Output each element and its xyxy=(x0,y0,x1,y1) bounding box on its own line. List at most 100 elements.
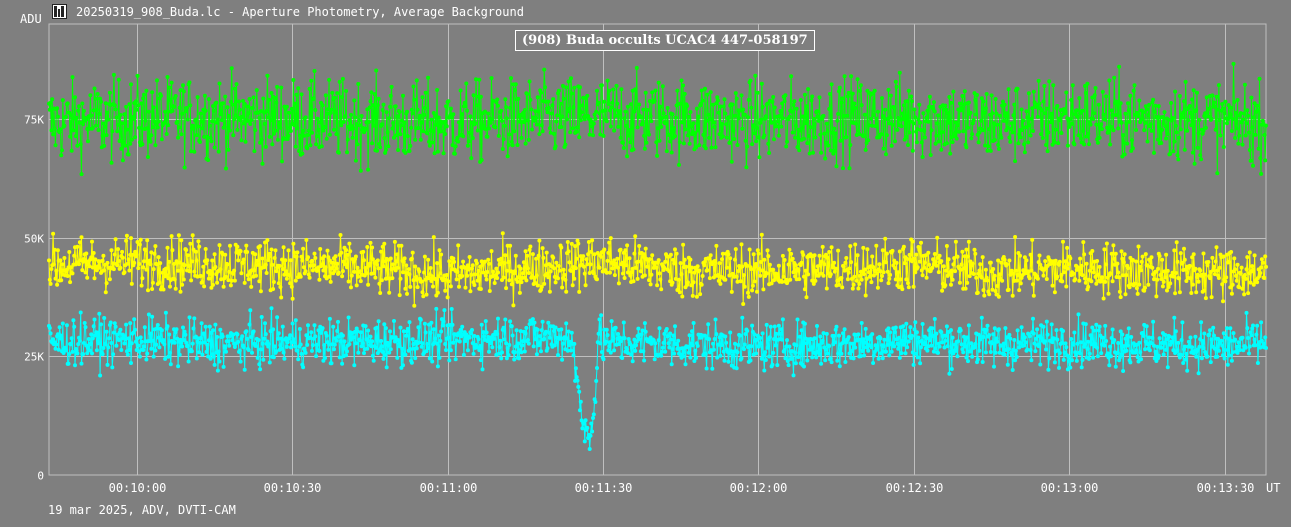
data-point xyxy=(381,356,386,361)
data-point xyxy=(827,250,832,254)
data-point xyxy=(573,366,578,371)
data-point xyxy=(163,310,168,315)
data-point xyxy=(1076,133,1081,138)
data-point xyxy=(245,336,250,341)
data-point xyxy=(211,282,215,287)
data-point xyxy=(276,281,281,286)
data-point xyxy=(767,151,772,155)
data-point xyxy=(604,119,609,124)
data-point xyxy=(968,349,973,354)
data-point xyxy=(310,348,314,353)
data-point xyxy=(366,339,371,344)
data-point xyxy=(84,117,89,122)
data-point xyxy=(492,281,497,285)
data-point xyxy=(827,344,832,348)
data-point xyxy=(1215,268,1220,273)
data-point xyxy=(1227,353,1232,358)
data-point xyxy=(505,346,510,351)
data-point xyxy=(871,361,876,365)
data-point xyxy=(803,268,808,273)
data-point xyxy=(1249,95,1254,100)
data-point xyxy=(460,324,465,329)
data-point xyxy=(957,129,962,134)
data-point xyxy=(919,128,923,133)
data-point xyxy=(1235,98,1240,102)
data-point xyxy=(419,344,424,349)
data-point xyxy=(773,343,778,348)
data-point xyxy=(1005,262,1009,267)
data-point xyxy=(915,127,920,132)
data-point xyxy=(906,285,911,290)
data-point xyxy=(345,252,350,257)
data-point xyxy=(487,289,492,293)
data-point xyxy=(682,91,687,96)
data-point xyxy=(258,347,263,352)
data-point xyxy=(273,248,278,253)
data-point xyxy=(500,231,505,236)
data-point xyxy=(705,268,710,273)
data-point xyxy=(908,119,913,124)
data-point xyxy=(798,334,802,339)
data-point xyxy=(370,245,375,250)
data-point xyxy=(693,348,698,353)
data-point xyxy=(76,342,81,347)
data-point xyxy=(83,325,88,330)
data-point xyxy=(945,344,950,349)
data-point xyxy=(721,349,726,354)
data-point xyxy=(465,108,470,113)
data-point xyxy=(467,255,472,259)
y-tick-label: 75K xyxy=(24,114,44,127)
data-point xyxy=(215,117,220,122)
data-point xyxy=(1218,133,1223,138)
data-point xyxy=(115,263,120,268)
data-point xyxy=(1070,83,1075,88)
data-point xyxy=(1259,265,1264,270)
data-point xyxy=(1082,142,1087,147)
data-point xyxy=(249,335,254,339)
data-point xyxy=(973,342,978,346)
data-point xyxy=(232,268,237,273)
app-icon[interactable] xyxy=(52,4,67,19)
data-point xyxy=(551,97,556,102)
data-point xyxy=(441,319,446,324)
data-point xyxy=(75,351,80,356)
data-point xyxy=(381,264,386,269)
data-point xyxy=(513,269,517,274)
data-point xyxy=(1229,338,1234,343)
data-point xyxy=(1059,131,1064,135)
data-point xyxy=(113,107,118,112)
data-point xyxy=(221,284,226,289)
data-point xyxy=(1242,292,1247,297)
data-point xyxy=(626,133,631,138)
data-point xyxy=(192,269,197,274)
data-point xyxy=(139,339,144,344)
data-point xyxy=(734,366,739,371)
data-point xyxy=(68,113,73,118)
data-point xyxy=(879,132,884,137)
data-point xyxy=(824,121,829,126)
data-point xyxy=(226,339,231,344)
data-point xyxy=(237,348,242,353)
data-point xyxy=(155,323,160,327)
data-point xyxy=(57,325,62,330)
data-point xyxy=(565,348,570,353)
data-point xyxy=(789,251,794,256)
data-point xyxy=(129,236,133,241)
data-point xyxy=(660,345,665,350)
data-point xyxy=(87,348,92,353)
data-point xyxy=(1159,141,1164,145)
data-point xyxy=(70,349,75,354)
data-point xyxy=(529,107,534,112)
data-point xyxy=(1131,88,1136,93)
data-point xyxy=(1183,79,1188,84)
data-point xyxy=(722,97,727,102)
data-point xyxy=(787,247,792,252)
data-point xyxy=(144,267,149,272)
data-point xyxy=(526,338,530,342)
data-point xyxy=(647,257,652,262)
data-point xyxy=(306,323,310,328)
data-point xyxy=(1125,141,1130,146)
data-point xyxy=(1199,320,1204,325)
data-point xyxy=(338,233,343,237)
data-point xyxy=(478,358,483,363)
